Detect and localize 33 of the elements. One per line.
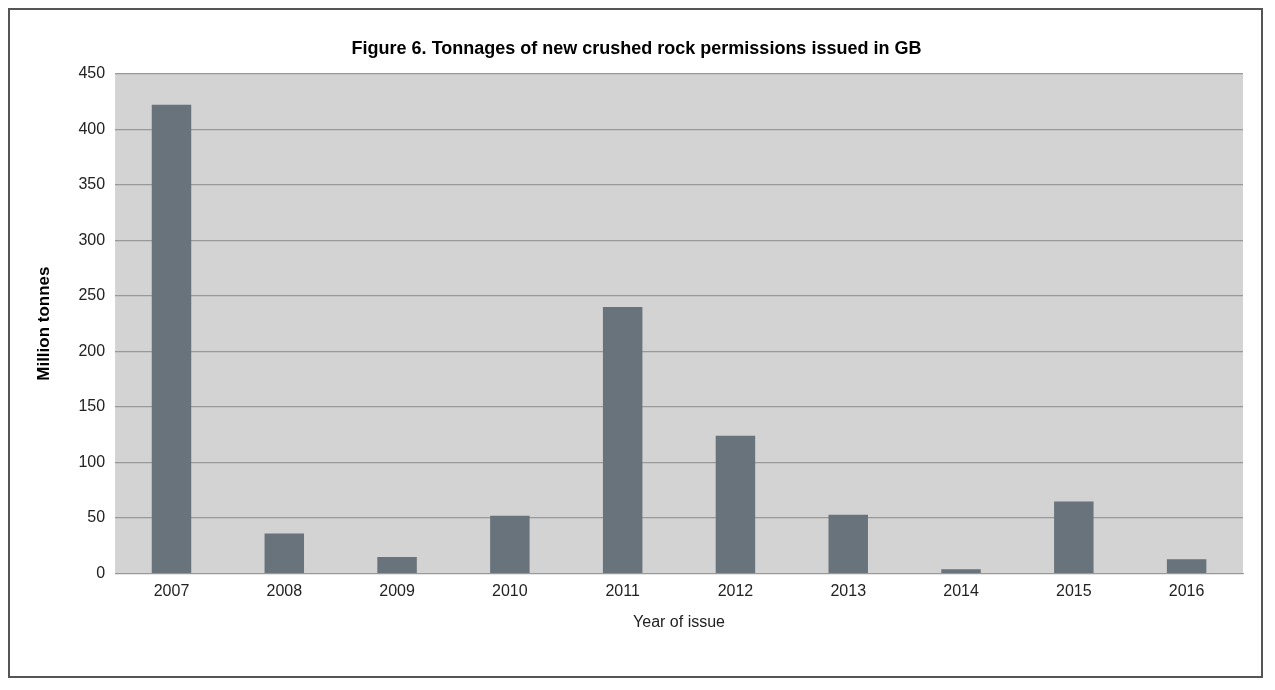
chart-title: Figure 6. Tonnages of new crushed rock permissions issued in GB	[351, 37, 922, 58]
bar	[490, 515, 530, 573]
y-tick-label: 0	[96, 564, 106, 582]
bar	[151, 104, 192, 573]
x-tick-label: 2009	[379, 581, 415, 599]
x-tick-label: 2011	[605, 581, 640, 599]
bar	[1054, 501, 1094, 573]
bar	[715, 435, 756, 573]
y-tick-label: 50	[87, 508, 106, 526]
bar	[941, 569, 981, 573]
bar	[828, 514, 868, 573]
y-axis-title: Million tonnes	[33, 266, 53, 381]
x-tick-label: 2015	[1056, 581, 1092, 599]
x-tick-label: 2014	[943, 581, 979, 599]
x-axis-title: Year of issue	[633, 612, 726, 630]
y-tick-label: 450	[78, 64, 106, 82]
y-tick-label: 300	[78, 230, 106, 248]
bar	[602, 306, 643, 573]
y-tick-label: 150	[78, 397, 106, 415]
x-tick-label: 2013	[830, 581, 867, 599]
y-tick-label: 100	[78, 452, 106, 470]
y-tick-label: 400	[78, 119, 106, 137]
x-tick-label: 2007	[153, 581, 190, 599]
y-tick-label: 200	[78, 341, 106, 359]
bar	[1166, 559, 1207, 573]
x-tick-label: 2008	[266, 581, 303, 599]
x-tick-label: 2012	[717, 581, 754, 599]
y-tick-label: 250	[78, 286, 106, 304]
x-tick-label: 2016	[1168, 581, 1205, 599]
x-tick-label: 2010	[492, 581, 528, 599]
bar	[377, 556, 417, 573]
bar	[264, 533, 305, 573]
y-tick-label: 350	[78, 175, 106, 193]
